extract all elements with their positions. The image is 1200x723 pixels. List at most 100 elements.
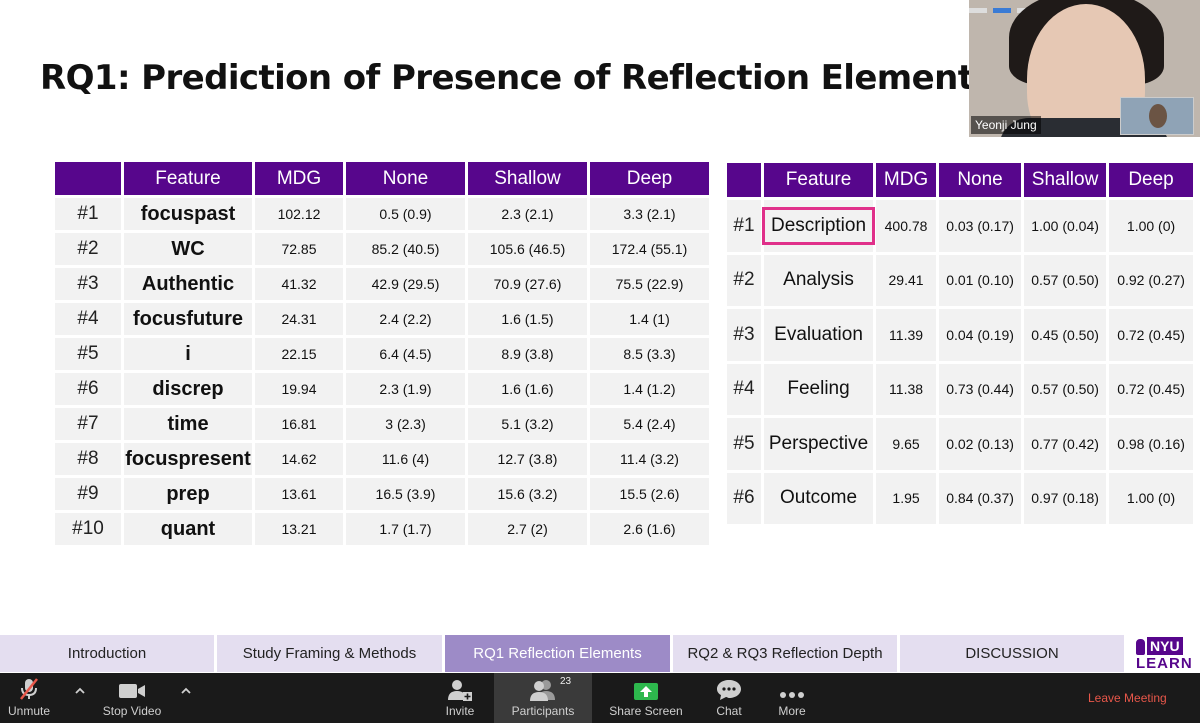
cell-feature: Perspective (764, 418, 874, 470)
cell-rank: #1 (727, 200, 761, 252)
speaker-video-thumbnail[interactable]: Yeonji Jung (969, 0, 1200, 137)
cell-rank: #3 (55, 268, 121, 300)
cell-deep: 0.98 (0.16) (1109, 418, 1194, 470)
cell-deep: 1.4 (1) (590, 303, 709, 335)
table-row: #7 time 16.81 3 (2.3) 5.1 (3.2) 5.4 (2.4) (55, 408, 709, 440)
muted-microphone-icon (20, 678, 38, 700)
cell-none: 3 (2.3) (346, 408, 465, 440)
table-row: #6 discrep 19.94 2.3 (1.9) 1.6 (1.6) 1.4 (1.2… (55, 373, 709, 405)
cell-deep: 0.72 (0.45) (1109, 363, 1194, 415)
cell-rank: #2 (55, 233, 121, 265)
participants-count-badge: 23 (560, 676, 572, 687)
table-row: #1 focuspast 102.12 0.5 (0.9) 2.3 (2.1) 3.3 (… (55, 198, 709, 230)
cell-deep: 1.4 (1.2) (590, 373, 709, 405)
cell-mdg: 400.78 (876, 200, 937, 252)
cell-deep: 5.4 (2.4) (590, 408, 709, 440)
invite-label: Invite (445, 704, 475, 718)
header-shallow: Shallow (468, 162, 587, 195)
cell-mdg: 9.65 (876, 418, 937, 470)
table-row: #6 Outcome 1.95 0.84 (0.37) 0.97 (0.18) 1.00 … (727, 472, 1194, 524)
header-none: None (346, 162, 465, 195)
cell-feature: WC (124, 233, 252, 265)
cell-rank: #1 (55, 198, 121, 230)
cell-rank: #6 (55, 373, 121, 405)
table-row: #1 Description 400.78 0.03 (0.17) 1.00 (0.04… (727, 200, 1194, 252)
cell-shallow: 0.77 (0.42) (1024, 418, 1107, 470)
header-mdg: MDG (876, 163, 937, 197)
cell-shallow: 2.7 (2) (468, 513, 587, 545)
cell-none: 0.01 (0.10) (939, 254, 1022, 306)
cell-deep: 2.6 (1.6) (590, 513, 709, 545)
tab-discussion[interactable]: DISCUSSION (900, 635, 1124, 672)
header-mdg: MDG (255, 162, 343, 195)
cell-mdg: 1.95 (876, 472, 937, 524)
header-none: None (939, 163, 1022, 197)
header-feature: Feature (124, 162, 252, 195)
cell-none: 2.3 (1.9) (346, 373, 465, 405)
cell-shallow: 70.9 (27.6) (468, 268, 587, 300)
cell-rank: #7 (55, 408, 121, 440)
participants-button[interactable]: Participants (494, 673, 592, 723)
video-options-chevron-icon[interactable] (180, 685, 192, 697)
cell-feature: prep (124, 478, 252, 510)
cell-deep: 11.4 (3.2) (590, 443, 709, 475)
table-row: #3 Evaluation 11.39 0.04 (0.19) 0.45 (0.50) 0… (727, 309, 1194, 361)
tab-rq1-reflection-elements[interactable]: RQ1 Reflection Elements (445, 635, 670, 672)
header-deep: Deep (1109, 163, 1194, 197)
more-button[interactable]: More (770, 673, 814, 723)
cell-none: 1.7 (1.7) (346, 513, 465, 545)
cell-none: 16.5 (3.9) (346, 478, 465, 510)
cell-feature: Outcome (764, 472, 874, 524)
logo-learn-text: LEARN (1136, 655, 1193, 672)
self-view-video[interactable] (1120, 97, 1194, 135)
lexical-features-table: Feature MDG None Shallow Deep #1 focuspas… (52, 159, 712, 548)
cell-feature: focusfuture (124, 303, 252, 335)
share-screen-label: Share Screen (609, 704, 683, 718)
cell-mdg: 11.38 (876, 363, 937, 415)
cell-none: 0.02 (0.13) (939, 418, 1022, 470)
cell-deep: 1.00 (0) (1109, 472, 1194, 524)
header-shallow: Shallow (1024, 163, 1107, 197)
cell-shallow: 1.00 (0.04) (1024, 200, 1107, 252)
cell-shallow: 0.45 (0.50) (1024, 309, 1107, 361)
cell-feature: discrep (124, 373, 252, 405)
cell-deep: 172.4 (55.1) (590, 233, 709, 265)
cell-rank: #3 (727, 309, 761, 361)
header-feature: Feature (764, 163, 874, 197)
unmute-button[interactable]: Unmute (0, 673, 58, 723)
cell-mdg: 72.85 (255, 233, 343, 265)
cell-shallow: 0.97 (0.18) (1024, 472, 1107, 524)
cell-feature: focuspast (124, 198, 252, 230)
invite-button[interactable]: Invite (438, 673, 482, 723)
share-screen-button[interactable]: Share Screen (606, 673, 686, 723)
tab-introduction[interactable]: Introduction (0, 635, 214, 672)
cell-feature: time (124, 408, 252, 440)
cell-mdg: 13.61 (255, 478, 343, 510)
cell-feature: quant (124, 513, 252, 545)
chat-button[interactable]: Chat (706, 673, 752, 723)
stop-video-button[interactable]: Stop Video (98, 673, 166, 723)
leave-meeting-button[interactable]: Leave Meeting (1088, 691, 1167, 705)
participant-name-label: Yeonji Jung (971, 116, 1041, 134)
cell-none: 0.03 (0.17) (939, 200, 1022, 252)
stop-video-label: Stop Video (102, 704, 162, 718)
cell-mdg: 11.39 (876, 309, 937, 361)
cell-none: 0.04 (0.19) (939, 309, 1022, 361)
cell-feature: Feeling (764, 363, 874, 415)
share-screen-icon (634, 683, 658, 700)
cell-deep: 8.5 (3.3) (590, 338, 709, 370)
cell-none: 11.6 (4) (346, 443, 465, 475)
header-rank (55, 162, 121, 195)
lexical-features-body: #1 focuspast 102.12 0.5 (0.9) 2.3 (2.1) 3.3 (… (55, 198, 709, 545)
more-dots-icon (780, 692, 804, 698)
cell-mdg: 13.21 (255, 513, 343, 545)
tab-study-framing-methods[interactable]: Study Framing & Methods (217, 635, 442, 672)
table-row: #4 Feeling 11.38 0.73 (0.44) 0.57 (0.50) 0.72… (727, 363, 1194, 415)
cell-feature: Description (762, 200, 876, 252)
table-row: #10 quant 13.21 1.7 (1.7) 2.7 (2) 2.6 (1.6) (55, 513, 709, 545)
audio-options-chevron-icon[interactable] (74, 685, 86, 697)
tab-rq2-rq3-reflection-depth[interactable]: RQ2 & RQ3 Reflection Depth (673, 635, 897, 672)
cell-feature: focuspresent (124, 443, 252, 475)
table-header-row: Feature MDG None Shallow Deep (727, 163, 1194, 197)
